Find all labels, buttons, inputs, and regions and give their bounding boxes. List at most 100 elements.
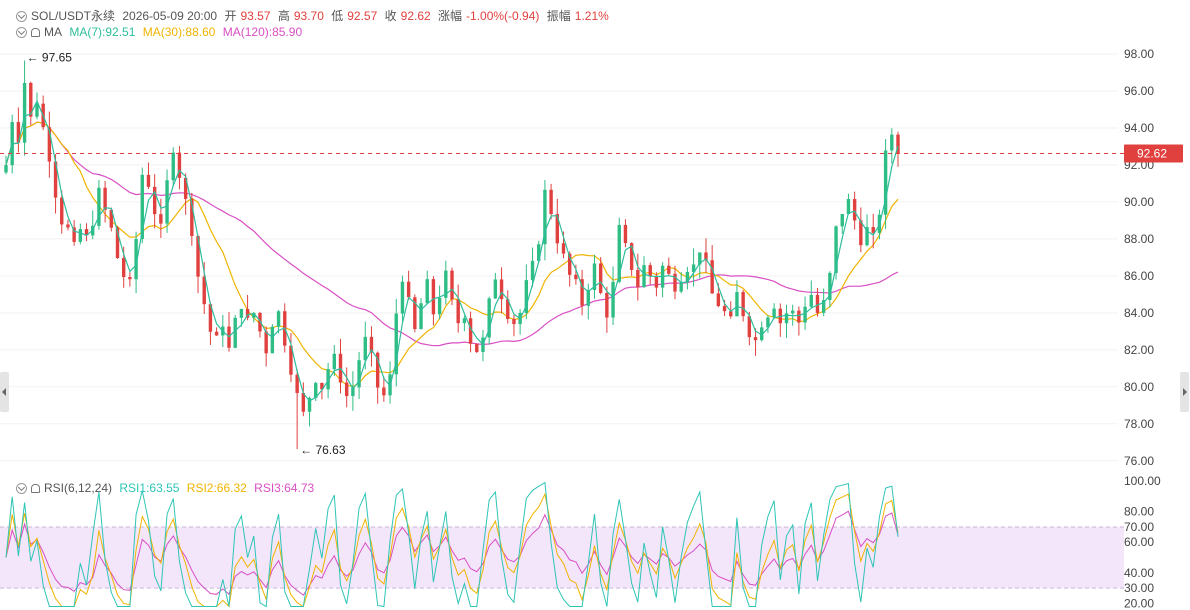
rsi-lines [5,481,899,608]
rsi1-value: RSI1:63.55 [119,481,180,495]
candle-body [580,279,584,306]
candle-body [252,312,256,318]
price-tick-label: 82.00 [1124,343,1154,357]
candle-body [357,360,361,388]
candle-body [722,306,727,312]
candle-body [22,82,27,143]
rsi-legend: RSI(6,12,24) RSI1:63.55 RSI2:66.32 RSI3:… [16,481,318,495]
ma-indicator-name[interactable]: MA [44,25,62,39]
candle-body [716,293,721,307]
last-price-badge [1124,144,1183,163]
ma30-line [5,121,899,388]
collapse-toggle-icon[interactable] [16,11,27,22]
candle-body [797,310,801,323]
candle-body [747,316,752,338]
candle-body [233,317,237,348]
candle-body [883,150,888,215]
candle-body [555,214,560,244]
candle-body [809,294,813,307]
close-value: 92.62 [400,9,431,23]
candle-body [320,382,324,390]
price-tick-label: 98.00 [1124,47,1154,61]
candle-body [400,281,405,314]
candle-body [549,189,553,215]
price-tick-label: 94.00 [1124,121,1154,135]
candle-body [648,265,652,277]
candle-body [351,387,355,397]
price-tick-label: 84.00 [1124,306,1154,320]
candle-body [654,276,659,288]
candle-body [821,299,826,313]
candle-body [543,189,547,245]
symbol-label: SOL/USDT永续 [31,9,116,23]
ma-collapse-icon[interactable] [16,27,27,38]
candle-body [425,279,429,304]
candle-body [369,336,374,353]
candle-body [462,318,467,324]
candle-body [698,252,702,265]
candle-body [140,174,144,239]
amplitude-label: 振幅 [546,9,571,23]
candle-body [326,369,330,390]
candle-body [475,343,479,353]
candle-body [896,134,900,154]
candle-body [177,152,182,178]
candle-body [382,387,386,396]
candle-body [258,312,262,332]
ma7-value: MA(7):92.51 [69,25,136,39]
candle-body [72,227,76,242]
candle-body [270,326,275,354]
candle-body [413,297,417,330]
alert-bell-icon[interactable] [31,28,40,37]
high-value: 93.70 [293,9,324,23]
rsi2-line [5,492,899,608]
candle-body [109,209,114,228]
candle-body [295,374,299,393]
candle-body [196,236,200,277]
rsi-tick-label: 60.00 [1124,535,1154,549]
candle-body [202,276,206,305]
scroll-right-button[interactable] [1180,372,1189,412]
candle-body [524,280,529,313]
candle-body [332,353,337,370]
candle-body [623,224,628,244]
candle-body [301,392,306,412]
candle-body [103,187,107,210]
candle-body [598,263,603,293]
candle-body [128,277,132,280]
scroll-left-button[interactable] [0,372,9,412]
rsi-alert-bell-icon[interactable] [31,484,40,493]
candle-body [772,308,776,318]
candle-body [537,244,541,261]
candle-body [4,165,8,173]
ma30-layer [5,121,899,388]
candle-body [29,82,33,117]
price-tick-label: 86.00 [1124,269,1154,283]
candle-body [190,198,194,237]
candle-body [375,352,380,388]
candle-body [617,224,621,282]
open-label: 开 [224,9,237,23]
ma-legend: MA MA(7):92.51 MA(30):88.60 MA(120):85.9… [16,25,306,39]
candle-body [592,263,597,290]
candle-body [214,331,219,336]
candle-body [574,274,578,280]
candle-body [134,238,138,280]
last-price-text: 92.62 [1137,146,1167,160]
candle-body [239,309,244,318]
candle-body [437,297,442,315]
rsi-indicator-name[interactable]: RSI(6,12,24) [44,481,113,495]
candle-body [766,317,770,328]
rsi-collapse-icon[interactable] [16,483,27,494]
candle-body [605,292,609,318]
candle-body [444,270,448,298]
candle-body [499,279,504,300]
change-label: 涨幅 [438,9,463,23]
candle-body [35,103,39,117]
candle-body [871,227,875,233]
candle-body [852,199,857,221]
chart-grid [0,53,1118,462]
candle-body [567,253,572,275]
